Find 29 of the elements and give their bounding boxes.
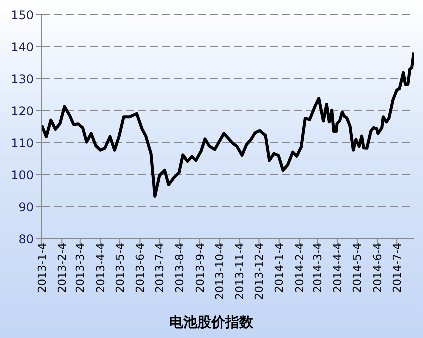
x-tick-label: 2013-8-4	[174, 243, 187, 293]
x-tick-label: 2013-12-4	[253, 243, 266, 300]
y-tick-label: 90	[18, 200, 34, 214]
x-tick-label: 2013-3-4	[74, 243, 88, 293]
x-tick-label: 2013-7-4	[154, 243, 167, 293]
x-tick-label: 2013-6-4	[134, 243, 148, 293]
x-tick-label: 2014-1-4	[273, 243, 286, 293]
x-tick-label: 2013-5-4	[114, 243, 127, 293]
y-tick-label: 140	[11, 40, 34, 54]
x-tick-label: 2014-3-4	[312, 243, 325, 293]
x-tick-label: 2014-2-4	[293, 243, 306, 293]
x-tick-label: 2014-5-4	[351, 243, 364, 293]
y-tick-label: 150	[11, 8, 34, 22]
x-tick-label: 2013-9-4	[194, 243, 207, 293]
x-tick-label: 2013-10-4	[213, 243, 226, 300]
text: 电池股价指数	[168, 314, 254, 332]
x-tick-label: 2013-2-4	[56, 243, 69, 293]
y-tick-label: 120	[11, 104, 34, 118]
x-tick-label: 2014-7-4	[390, 243, 404, 293]
y-tick-label: 110	[11, 136, 34, 150]
line-series	[42, 51, 414, 198]
x-tick-label: 2014-4-4	[332, 243, 345, 293]
y-tick-label: 80	[18, 232, 34, 246]
x-tick-label: 2013-4-4	[94, 243, 108, 293]
y-tick-label: 100	[11, 168, 34, 182]
x-tick-label: 2013-11-4	[234, 243, 247, 300]
y-tick-label: 130	[11, 72, 34, 86]
x-tick-label: 2014-6-4	[371, 243, 384, 293]
x-tick-label: 2013-1-4	[36, 243, 49, 293]
